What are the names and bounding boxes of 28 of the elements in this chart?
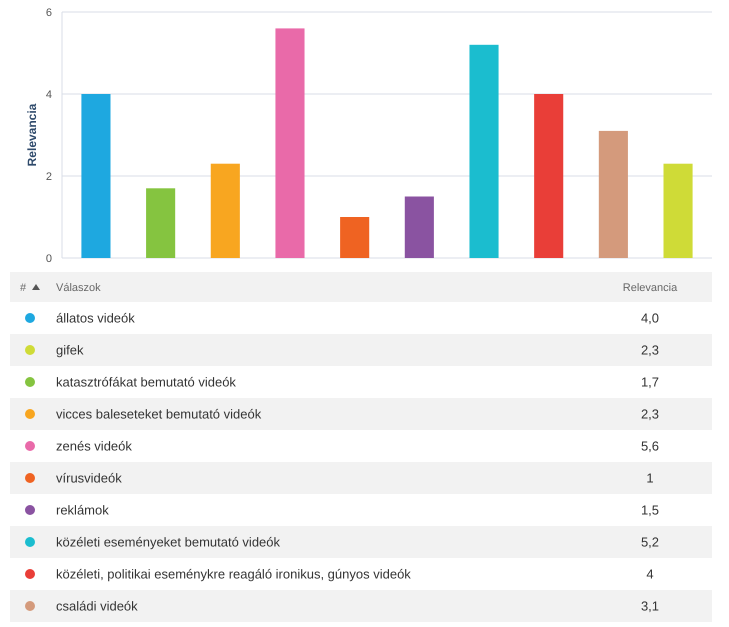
text: 5,6 (640, 438, 660, 454)
legend-label: katasztrófákat bemutató videók (56, 374, 236, 390)
text: Válaszok (56, 282, 102, 294)
text: Relevancia (622, 282, 678, 294)
text: # (20, 282, 27, 294)
text: 3,1 (640, 598, 660, 614)
text: 1,7 (640, 374, 660, 390)
legend-label: vírusvideók (56, 470, 122, 486)
legend-label: reklámok (56, 502, 110, 518)
text: 1 (646, 470, 654, 486)
text: 5,2 (640, 534, 660, 550)
legend-label: családi videók (56, 598, 138, 614)
legend-label: állatos videók (56, 310, 136, 326)
legend-label: közéleti, politikai eseménykre reagáló ironikus, gúnyos videók (56, 566, 412, 582)
legend-label: gifek (56, 342, 84, 358)
text: 4,0 (640, 310, 660, 326)
y-tick-label: 0 (46, 252, 52, 265)
legend-label: zenés videók (56, 438, 132, 454)
legend-label: közéleti eseményeket bemutató videók (56, 534, 281, 550)
text: 2,3 (640, 406, 660, 422)
text: 4 (646, 566, 654, 582)
y-axis-title: Relevancia (25, 103, 39, 166)
text: 2,3 (640, 342, 660, 358)
legend-label: vicces baleseteket bemutató videók (56, 406, 262, 422)
y-tick-label: 4 (46, 88, 52, 101)
y-tick-label: 6 (46, 6, 52, 19)
text: 1,5 (640, 502, 660, 518)
y-tick-label: 2 (46, 170, 52, 183)
